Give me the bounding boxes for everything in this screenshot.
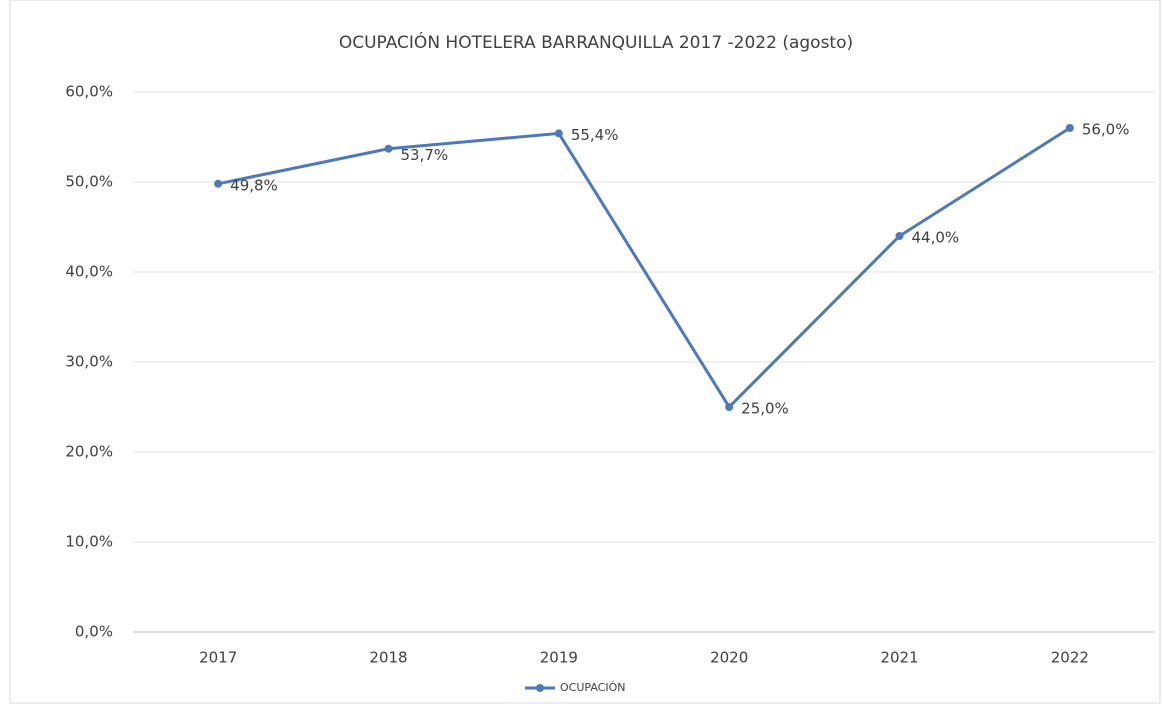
- chart-border: [9, 0, 1161, 704]
- data-label: 44,0%: [912, 229, 960, 247]
- y-tick-label: 50,0%: [65, 173, 113, 191]
- data-label: 56,0%: [1082, 121, 1130, 139]
- y-tick-label: 40,0%: [65, 263, 113, 281]
- point: [1065, 124, 1074, 132]
- point: [725, 403, 734, 411]
- chart-title: OCUPACIÓN HOTELERA BARRANQUILLA 2017 -20…: [339, 31, 853, 53]
- line: [217, 126, 1071, 410]
- x-tick-label: 2018: [369, 649, 407, 667]
- x-tick-label: 2020: [710, 649, 748, 667]
- point: [554, 129, 563, 138]
- x-tick-label: 2021: [880, 649, 918, 667]
- point: [384, 144, 393, 153]
- data-label: 49,8%: [230, 176, 278, 194]
- x-tick-label: 2017: [199, 649, 237, 667]
- point: [214, 179, 223, 188]
- y-tick-label: 0,0%: [75, 623, 113, 641]
- x-tick-label: 2019: [540, 649, 578, 667]
- data-label: 53,7%: [401, 146, 449, 164]
- x-tick-label: 2022: [1051, 649, 1089, 667]
- y-tick-label: 60,0%: [65, 83, 113, 101]
- data-label: 25,0%: [741, 400, 789, 418]
- y-tick-label: 10,0%: [65, 533, 113, 551]
- point: [895, 232, 904, 240]
- legend-marker: [536, 684, 544, 692]
- y-tick-label: 20,0%: [65, 443, 113, 461]
- legend-label: OCUPACIÓN: [560, 681, 625, 694]
- y-tick-label: 30,0%: [65, 353, 113, 371]
- data-label: 55,4%: [571, 126, 619, 144]
